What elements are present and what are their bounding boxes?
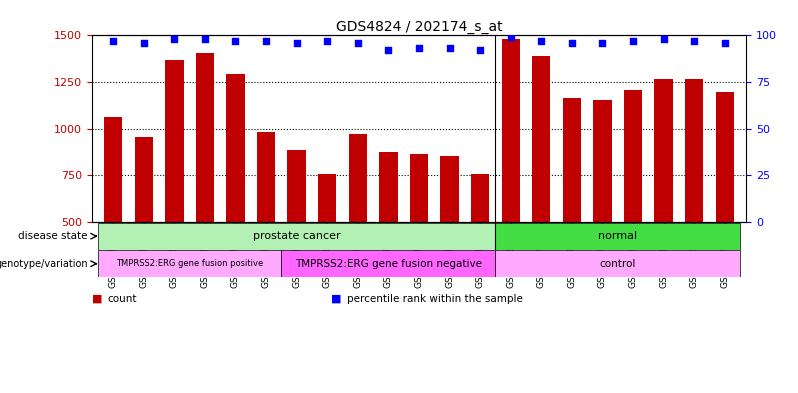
Point: [321, 38, 334, 44]
Bar: [349, 134, 367, 315]
Point: [504, 34, 517, 40]
Point: [626, 38, 639, 44]
Bar: [624, 90, 642, 315]
Bar: [282, 250, 496, 277]
Bar: [593, 100, 611, 315]
Text: control: control: [599, 259, 636, 269]
Point: [107, 38, 120, 44]
Bar: [135, 137, 153, 315]
Bar: [654, 79, 673, 315]
Text: ■: ■: [331, 294, 342, 304]
Point: [413, 45, 425, 51]
Text: count: count: [108, 294, 137, 304]
Bar: [532, 56, 551, 315]
Bar: [287, 150, 306, 315]
Point: [718, 40, 731, 46]
Point: [259, 38, 272, 44]
Text: genotype/variation: genotype/variation: [0, 259, 88, 269]
Text: percentile rank within the sample: percentile rank within the sample: [347, 294, 523, 304]
Bar: [501, 39, 519, 315]
Bar: [104, 117, 122, 315]
Point: [168, 36, 180, 42]
Point: [290, 40, 303, 46]
Title: GDS4824 / 202174_s_at: GDS4824 / 202174_s_at: [336, 20, 502, 34]
Text: TMPRSS2:ERG gene fusion negative: TMPRSS2:ERG gene fusion negative: [295, 259, 482, 269]
Point: [596, 40, 609, 46]
Point: [474, 47, 487, 53]
Text: ■: ■: [92, 294, 102, 304]
Point: [535, 38, 547, 44]
Bar: [496, 250, 740, 277]
Point: [382, 47, 395, 53]
Bar: [440, 156, 459, 315]
Bar: [318, 174, 337, 315]
Text: TMPRSS2:ERG gene fusion positive: TMPRSS2:ERG gene fusion positive: [116, 259, 263, 268]
Bar: [496, 223, 740, 250]
Text: normal: normal: [598, 231, 638, 241]
Bar: [98, 223, 496, 250]
Text: prostate cancer: prostate cancer: [253, 231, 341, 241]
Bar: [379, 152, 397, 315]
Bar: [563, 98, 581, 315]
Point: [443, 45, 456, 51]
Point: [137, 40, 150, 46]
Bar: [196, 53, 214, 315]
Bar: [716, 92, 734, 315]
Point: [566, 40, 579, 46]
Bar: [471, 174, 489, 315]
Text: disease state: disease state: [18, 231, 88, 241]
Bar: [257, 132, 275, 315]
Bar: [165, 60, 184, 315]
Point: [199, 36, 211, 42]
Bar: [227, 73, 245, 315]
Point: [658, 36, 670, 42]
Point: [351, 40, 364, 46]
Bar: [685, 79, 703, 315]
Point: [688, 38, 701, 44]
Point: [229, 38, 242, 44]
Bar: [98, 250, 282, 277]
Bar: [410, 154, 428, 315]
